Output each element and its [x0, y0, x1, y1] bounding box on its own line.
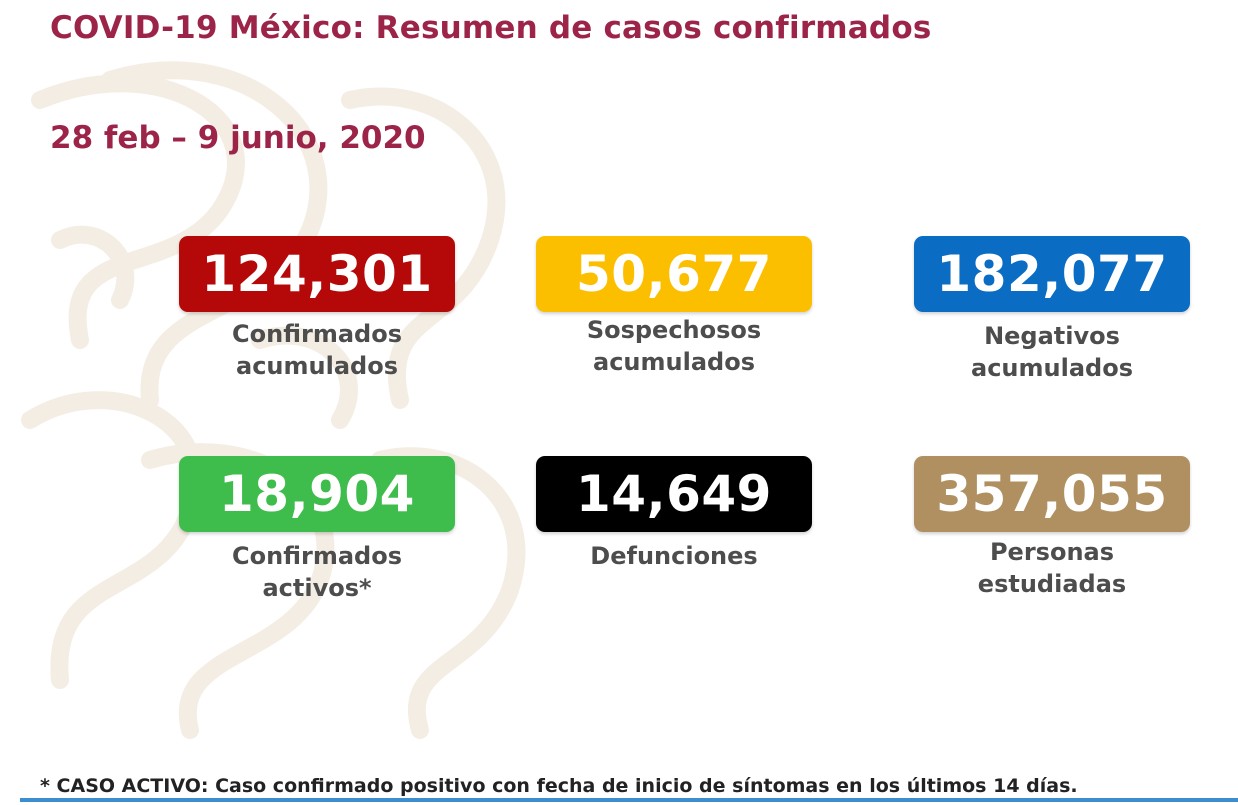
- stat-value: 50,677: [536, 236, 812, 312]
- stat-label: Negativos acumulados: [971, 322, 1133, 382]
- stat-value: 182,077: [914, 236, 1190, 312]
- stat-value: 124,301: [179, 236, 455, 312]
- stat-sospechosos-acumulados: 50,677 Sospechosos acumulados: [536, 236, 812, 378]
- stat-negativos-acumulados: 182,077 Negativos acumulados: [914, 236, 1190, 384]
- stat-label: Personas estudiadas: [977, 538, 1127, 598]
- stat-label: Confirmados acumulados: [232, 320, 402, 380]
- stat-label: Defunciones: [590, 542, 758, 570]
- bottom-divider: [20, 798, 1238, 802]
- stat-confirmados-acumulados: 124,301 Confirmados acumulados: [179, 236, 455, 382]
- stat-label: Sospechosos acumulados: [586, 316, 762, 376]
- stat-defunciones: 14,649 Defunciones: [536, 456, 812, 572]
- stat-confirmados-activos: 18,904 Confirmados activos*: [179, 456, 455, 604]
- stat-value: 14,649: [536, 456, 812, 532]
- page-title: COVID-19 México: Resumen de casos confir…: [50, 10, 932, 46]
- stat-label: Confirmados activos*: [232, 542, 402, 602]
- footnote: * CASO ACTIVO: Caso confirmado positivo …: [40, 775, 1078, 797]
- stat-value: 357,055: [914, 456, 1190, 532]
- stat-personas-estudiadas: 357,055 Personas estudiadas: [914, 456, 1190, 600]
- stat-value: 18,904: [179, 456, 455, 532]
- date-range: 28 feb – 9 junio, 2020: [50, 120, 426, 156]
